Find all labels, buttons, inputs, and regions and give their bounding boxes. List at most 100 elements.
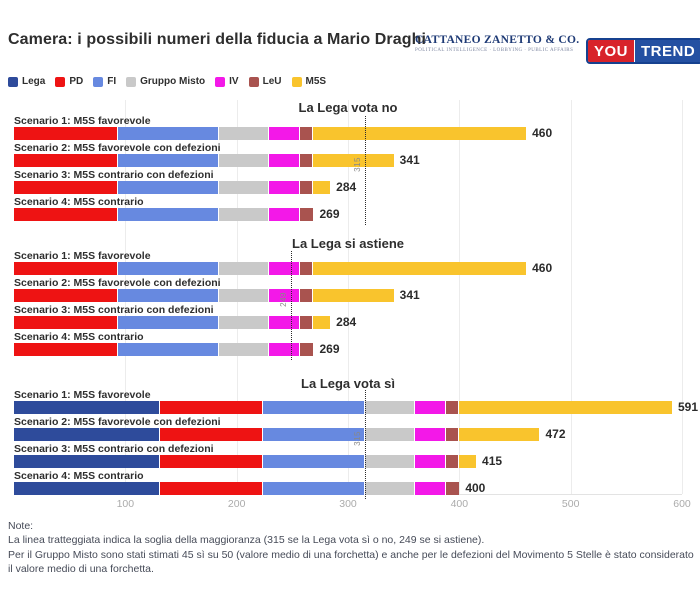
scenario-label: Scenario 2: M5S favorevole con defezioni bbox=[14, 277, 221, 289]
bar-segment-m5s bbox=[459, 455, 476, 468]
bar-segment-iv bbox=[268, 316, 301, 329]
bar-segment-fi bbox=[263, 428, 365, 441]
legend-item-lega: Lega bbox=[8, 76, 45, 87]
youtrend-logo: YOU TREND bbox=[586, 38, 700, 64]
x-axis-tick-label: 600 bbox=[673, 498, 691, 510]
bar-segment-gruppo-misto bbox=[364, 482, 415, 495]
scenario-bar bbox=[14, 127, 527, 140]
bar-segment-pd bbox=[14, 316, 118, 329]
bar-segment-m5s bbox=[313, 262, 527, 275]
footnote-line-1: La linea tratteggiata indica la soglia d… bbox=[8, 534, 485, 547]
x-axis-tick-label: 500 bbox=[561, 498, 580, 510]
bar-segment-gruppo-misto bbox=[218, 262, 269, 275]
bar-segment-leu bbox=[300, 127, 314, 140]
legend-label: M5S bbox=[305, 76, 327, 87]
scenario-bar bbox=[14, 316, 331, 329]
cattaneo-zanetto-name: CATTANEO ZANETTO & CO. bbox=[415, 34, 580, 46]
scenario-label: Scenario 3: M5S contrario con defezioni bbox=[14, 304, 214, 316]
bar-segment-lega bbox=[14, 401, 160, 414]
gridline-600 bbox=[682, 100, 683, 494]
bar-segment-iv bbox=[414, 428, 446, 441]
bar-segment-pd bbox=[14, 208, 118, 221]
bar-segment-fi bbox=[117, 316, 219, 329]
scenario-label: Scenario 1: M5S favorevole bbox=[14, 115, 151, 127]
bar-segment-leu bbox=[445, 428, 460, 441]
bar-segment-leu bbox=[300, 181, 314, 194]
cattaneo-zanetto-logo: CATTANEO ZANETTO & CO. POLITICAL INTELLI… bbox=[415, 34, 580, 53]
footnote-line-2: Per il Gruppo Misto sono stati stimati 4… bbox=[8, 548, 694, 575]
legend-label: FI bbox=[107, 76, 117, 87]
gridline-400 bbox=[459, 100, 461, 494]
scenario-bar bbox=[14, 208, 314, 221]
scenario-label: Scenario 3: M5S contrario con defezioni bbox=[14, 169, 214, 181]
majority-threshold-line bbox=[291, 251, 293, 360]
bar-segment-lega bbox=[14, 482, 160, 495]
x-axis-tick-label: 300 bbox=[339, 498, 357, 510]
bar-segment-fi bbox=[117, 262, 219, 275]
scenario-label: Scenario 4: M5S contrario bbox=[14, 470, 144, 482]
scenario-bar bbox=[14, 154, 394, 167]
youtrend-logo-you: YOU bbox=[588, 40, 636, 62]
bar-segment-gruppo-misto bbox=[218, 181, 269, 194]
bar-segment-gruppo-misto bbox=[364, 401, 415, 414]
x-axis-tick-label: 400 bbox=[450, 498, 469, 510]
bar-segment-gruppo-misto bbox=[364, 455, 415, 468]
scenario-bar bbox=[14, 262, 527, 275]
bar-value-label: 269 bbox=[319, 207, 340, 221]
scenario-bar bbox=[14, 482, 460, 495]
bar-segment-m5s bbox=[313, 127, 527, 140]
bar-segment-fi bbox=[117, 181, 219, 194]
bar-segment-gruppo-misto bbox=[218, 343, 269, 356]
scenario-bar bbox=[14, 428, 540, 441]
group-title: La Lega vota sì bbox=[301, 376, 395, 391]
youtrend-logo-trend: TREND bbox=[635, 40, 700, 62]
legend-swatch-icon bbox=[248, 76, 259, 87]
legend-item-m5s: M5S bbox=[291, 76, 327, 87]
bar-segment-iv bbox=[268, 154, 301, 167]
scenario-label: Scenario 4: M5S contrario bbox=[14, 196, 144, 208]
bar-segment-leu bbox=[445, 482, 460, 495]
scenario-label: Scenario 1: M5S favorevole bbox=[14, 250, 151, 262]
legend-label: Lega bbox=[22, 76, 46, 87]
bar-segment-fi bbox=[117, 343, 219, 356]
scenario-label: Scenario 3: M5S contrario con defezioni bbox=[14, 443, 214, 455]
bar-segment-fi bbox=[263, 401, 365, 414]
legend-item-leu: LeU bbox=[248, 76, 282, 87]
majority-threshold-line bbox=[364, 390, 366, 499]
bar-segment-iv bbox=[414, 482, 446, 495]
bar-segment-iv bbox=[268, 262, 301, 275]
bar-segment-fi bbox=[117, 208, 219, 221]
bar-segment-fi bbox=[117, 154, 219, 167]
group-title: La Lega vota no bbox=[298, 100, 398, 115]
legend-swatch-icon bbox=[215, 76, 226, 87]
scenario-label: Scenario 2: M5S favorevole con defezioni bbox=[14, 416, 221, 428]
legend-swatch-icon bbox=[8, 76, 18, 87]
bar-value-label: 269 bbox=[319, 342, 340, 356]
bar-segment-iv bbox=[414, 455, 446, 468]
bar-segment-leu bbox=[300, 154, 314, 167]
majority-threshold-label: 315 bbox=[352, 431, 362, 446]
scenario-label: Scenario 2: M5S favorevole con defezioni bbox=[14, 142, 221, 154]
legend-swatch-icon bbox=[126, 76, 137, 87]
bar-segment-iv bbox=[414, 401, 446, 414]
legend-item-fi: FI bbox=[93, 76, 116, 87]
legend-label: LeU bbox=[262, 76, 282, 87]
bar-segment-m5s bbox=[313, 289, 394, 302]
bar-segment-iv bbox=[268, 208, 301, 221]
bar-value-label: 341 bbox=[399, 153, 420, 167]
bar-segment-iv bbox=[268, 181, 301, 194]
x-axis-tick-label: 200 bbox=[227, 498, 246, 510]
bar-segment-gruppo-misto bbox=[218, 208, 269, 221]
bar-value-label: 460 bbox=[532, 261, 553, 275]
bar-segment-lega bbox=[14, 455, 160, 468]
scenario-label: Scenario 1: M5S favorevole bbox=[14, 389, 151, 401]
bar-value-label: 341 bbox=[399, 288, 420, 302]
legend-swatch-icon bbox=[93, 76, 104, 87]
bar-segment-iv bbox=[268, 343, 301, 356]
bar-segment-m5s bbox=[459, 401, 672, 414]
bar-value-label: 284 bbox=[336, 180, 357, 194]
legend-item-pd: PD bbox=[55, 76, 83, 87]
legend-item-iv: IV bbox=[215, 76, 239, 87]
